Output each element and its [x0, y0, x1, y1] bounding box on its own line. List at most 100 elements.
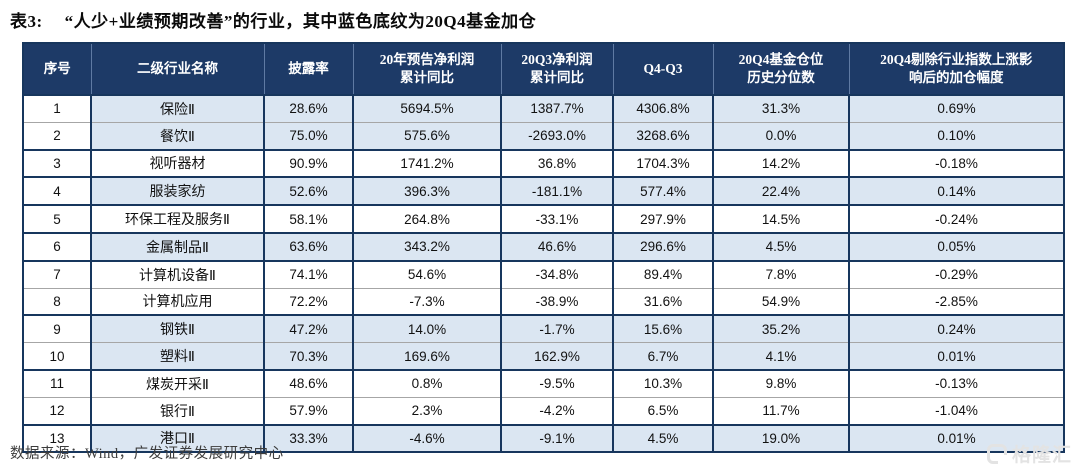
cell-idx: 4 [23, 177, 91, 207]
cell-idx: 12 [23, 397, 91, 426]
watermark: 格隆汇 [986, 440, 1072, 467]
cell-q4_minus_q3: 1704.3% [612, 149, 713, 179]
cell-fund_percentile: 4.1% [712, 342, 849, 371]
cell-fund_percentile: 31.3% [712, 95, 849, 123]
watermark-text: 格隆汇 [1011, 445, 1072, 466]
table-body: 1 保险Ⅱ 28.6% 5694.5% 1387.7% 4306.8% 31.3% 0.69%… [23, 95, 1064, 453]
cell-q3_yoy: 46.6% [500, 232, 613, 262]
cell-q4_minus_q3: 6.7% [612, 342, 713, 371]
cell-forecast_yoy: 264.8% [352, 205, 501, 234]
cell-q3_yoy: -2693.0% [500, 122, 613, 151]
cell-add_range: -2.85% [848, 288, 1064, 317]
cell-idx: 9 [23, 315, 91, 344]
cell-forecast_yoy: 396.3% [352, 177, 501, 207]
cell-forecast_yoy: -7.3% [352, 288, 501, 317]
cell-disclosure: 33.3% [263, 424, 353, 453]
cell-add_range: -1.04% [848, 397, 1064, 426]
cell-idx: 10 [23, 342, 91, 371]
cell-disclosure: 58.1% [263, 205, 353, 234]
table-row: 7 计算机设备Ⅱ 74.1% 54.6% -34.8% 89.4% 7.8% -0.29% [23, 260, 1064, 289]
cell-idx: 1 [23, 95, 91, 123]
cell-add_range: -0.13% [848, 369, 1064, 398]
cell-name: 钢铁Ⅱ [90, 315, 264, 344]
cell-disclosure: 75.0% [263, 122, 353, 151]
cell-q4_minus_q3: 6.5% [612, 397, 713, 426]
cell-name: 港口Ⅱ [90, 424, 264, 453]
table-header: 序号 二级行业名称 披露率 20年预告净利润 累计同比 20Q3净利润 累计同比 Q4-Q… [23, 43, 1064, 96]
cell-q3_yoy: 36.8% [500, 149, 613, 179]
cell-name: 环保工程及服务Ⅱ [90, 205, 264, 234]
cell-forecast_yoy: 343.2% [352, 232, 501, 262]
cell-q3_yoy: 162.9% [500, 342, 613, 371]
cell-q3_yoy: 1387.7% [500, 95, 613, 123]
cell-idx: 8 [23, 288, 91, 317]
cell-forecast_yoy: 2.3% [352, 397, 501, 426]
cell-disclosure: 72.2% [263, 288, 353, 317]
cell-q3_yoy: -38.9% [500, 288, 613, 317]
column-header-disclosure: 披露率 [263, 43, 353, 96]
industry-table: 序号 二级行业名称 披露率 20年预告净利润 累计同比 20Q3净利润 累计同比 Q4-Q… [22, 42, 1065, 454]
cell-disclosure: 57.9% [263, 397, 353, 426]
table-row: 10 塑料Ⅱ 70.3% 169.6% 162.9% 6.7% 4.1% 0.01% [23, 342, 1064, 371]
cell-add_range: 0.01% [848, 342, 1064, 371]
table-title-text: “人少+业绩预期改善”的行业，其中蓝色底纹为20Q4基金加仓 [64, 12, 537, 31]
cell-q4_minus_q3: 3268.6% [612, 122, 713, 151]
cell-q4_minus_q3: 4306.8% [612, 95, 713, 123]
cell-fund_percentile: 0.0% [712, 122, 849, 151]
cell-q4_minus_q3: 296.6% [612, 232, 713, 262]
cell-name: 保险Ⅱ [90, 95, 264, 123]
cell-fund_percentile: 9.8% [712, 369, 849, 398]
column-header-q4_minus_q3: Q4-Q3 [612, 43, 713, 96]
cell-idx: 11 [23, 369, 91, 398]
cell-name: 金属制品Ⅱ [90, 232, 264, 262]
cell-fund_percentile: 14.5% [712, 205, 849, 234]
cell-idx: 5 [23, 205, 91, 234]
cell-add_range: 0.05% [848, 232, 1064, 262]
table-row: 2 餐饮Ⅱ 75.0% 575.6% -2693.0% 3268.6% 0.0% 0.10% [23, 122, 1064, 151]
cell-add_range: 0.24% [848, 315, 1064, 344]
cell-idx: 6 [23, 232, 91, 262]
cell-name: 塑料Ⅱ [90, 342, 264, 371]
data-source-note: 数据来源：Wind，广发证券发展研究中心 [10, 446, 284, 462]
cell-fund_percentile: 22.4% [712, 177, 849, 207]
cell-q3_yoy: -33.1% [500, 205, 613, 234]
cell-fund_percentile: 19.0% [712, 424, 849, 453]
table-row: 13 港口Ⅱ 33.3% -4.6% -9.1% 4.5% 19.0% 0.01% [23, 424, 1064, 453]
cell-q3_yoy: -34.8% [500, 260, 613, 289]
cell-fund_percentile: 14.2% [712, 149, 849, 179]
cell-name: 银行Ⅱ [90, 397, 264, 426]
table-title: 表3: “人少+业绩预期改善”的行业，其中蓝色底纹为20Q4基金加仓 [10, 7, 536, 32]
cell-add_range: -0.29% [848, 260, 1064, 289]
cell-q4_minus_q3: 31.6% [612, 288, 713, 317]
table-row: 12 银行Ⅱ 57.9% 2.3% -4.2% 6.5% 11.7% -1.04% [23, 397, 1064, 426]
table-row: 4 服装家纺 52.6% 396.3% -181.1% 577.4% 22.4% 0.14% [23, 177, 1064, 207]
table-row: 3 视听器材 90.9% 1741.2% 36.8% 1704.3% 14.2% -0.18% [23, 149, 1064, 179]
cell-idx: 2 [23, 122, 91, 151]
gelonghui-logo-icon [986, 443, 1008, 464]
table-row: 9 钢铁Ⅱ 47.2% 14.0% -1.7% 15.6% 35.2% 0.24% [23, 315, 1064, 344]
cell-forecast_yoy: 5694.5% [352, 95, 501, 123]
cell-q3_yoy: -9.5% [500, 369, 613, 398]
cell-fund_percentile: 11.7% [712, 397, 849, 426]
table-row: 5 环保工程及服务Ⅱ 58.1% 264.8% -33.1% 297.9% 14.5% -0.… [23, 205, 1064, 234]
cell-q4_minus_q3: 577.4% [612, 177, 713, 207]
cell-fund_percentile: 7.8% [712, 260, 849, 289]
cell-idx: 3 [23, 149, 91, 179]
cell-q4_minus_q3: 15.6% [612, 315, 713, 344]
cell-idx: 13 [23, 424, 91, 453]
cell-forecast_yoy: 1741.2% [352, 149, 501, 179]
cell-q4_minus_q3: 89.4% [612, 260, 713, 289]
table-row: 8 计算机应用 72.2% -7.3% -38.9% 31.6% 54.9% -2.85% [23, 288, 1064, 317]
cell-name: 计算机应用 [90, 288, 264, 317]
cell-add_range: 0.01% [848, 424, 1064, 453]
cell-disclosure: 70.3% [263, 342, 353, 371]
cell-forecast_yoy: 0.8% [352, 369, 501, 398]
cell-add_range: 0.10% [848, 122, 1064, 151]
column-header-add_range: 20Q4剔除行业指数上涨影 响后的加仓幅度 [848, 43, 1064, 96]
cell-idx: 7 [23, 260, 91, 289]
cell-disclosure: 47.2% [263, 315, 353, 344]
cell-add_range: 0.69% [848, 95, 1064, 123]
table-title-number: 表3: [10, 12, 43, 31]
cell-disclosure: 52.6% [263, 177, 353, 207]
cell-fund_percentile: 4.5% [712, 232, 849, 262]
